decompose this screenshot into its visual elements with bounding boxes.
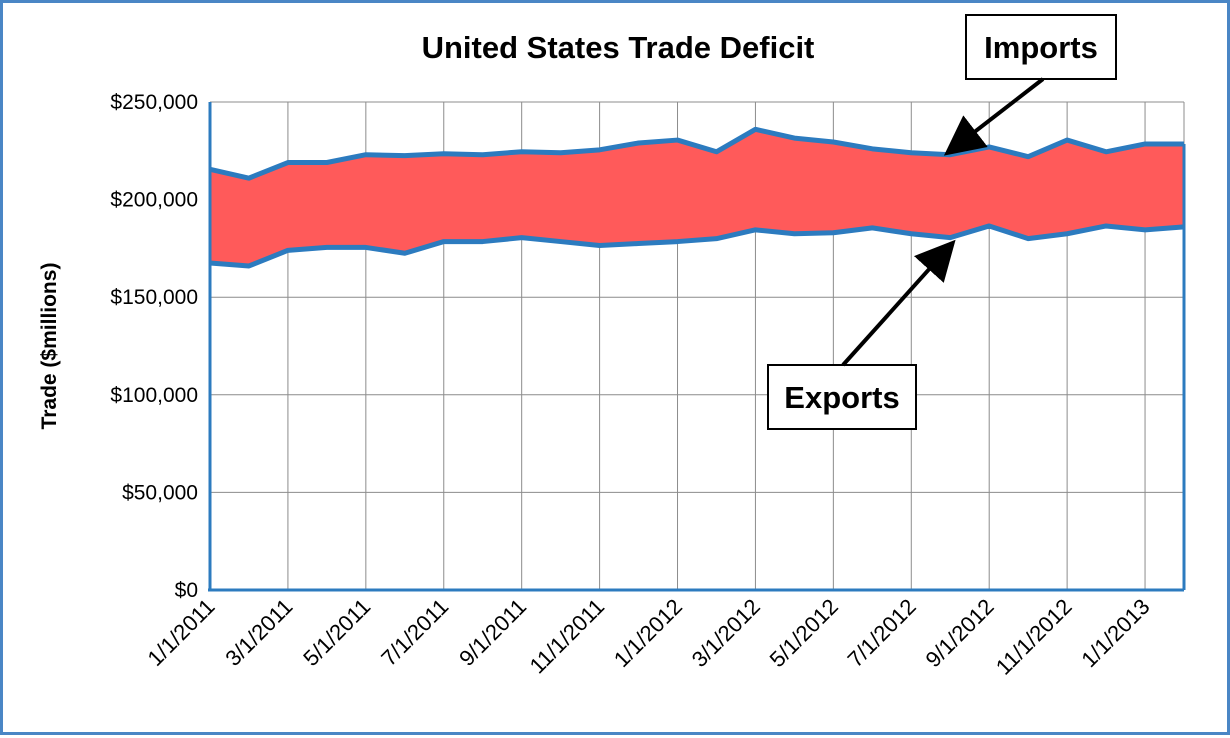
- callout-box-imports: [965, 14, 1117, 80]
- callouts: Imports Exports: [767, 14, 1117, 430]
- y-tick-label: $0: [175, 579, 198, 602]
- series-line-exports: [209, 223, 1185, 269]
- x-tick-label: 1/1/2013: [1076, 594, 1154, 672]
- y-tick-label: $100,000: [110, 384, 198, 407]
- trade-deficit-chart: United States Trade Deficit Trade ($mill…: [38, 14, 1186, 680]
- axes: [208, 102, 1186, 592]
- x-tick-label: 5/1/2011: [298, 594, 375, 671]
- x-tick-label: 5/1/2012: [765, 594, 843, 672]
- x-tick-label: 7/1/2011: [376, 594, 453, 671]
- deficit-area: [210, 129, 1184, 266]
- deficit-fill: [210, 129, 1184, 266]
- y-tick-label: $200,000: [110, 189, 198, 212]
- y-axis-label: Trade ($millions): [38, 263, 61, 430]
- callout-label-imports: Imports: [984, 30, 1098, 65]
- y-tick-label: $50,000: [122, 481, 198, 504]
- y-tick-label: $150,000: [110, 286, 198, 309]
- x-tick-label: 3/1/2011: [220, 594, 297, 671]
- x-tick-labels: 1/1/2011 3/1/2011 5/1/2011 7/1/2011 9/1/2011…: [142, 594, 1154, 680]
- chart-title: United States Trade Deficit: [422, 30, 815, 65]
- series-line-imports: [209, 126, 1184, 181]
- series-lines: [209, 126, 1185, 269]
- x-tick-label: 1/1/2011: [142, 594, 219, 671]
- callout-box-exports: [767, 364, 917, 430]
- y-tick-labels: $0 $50,000 $100,000 $150,000 $200,000 $250,00…: [110, 91, 198, 602]
- x-tick-label: 3/1/2012: [687, 594, 765, 672]
- x-tick-label: 9/1/2011: [454, 594, 531, 671]
- callout-label-exports: Exports: [784, 380, 899, 415]
- callout-arrow-imports: [943, 77, 1045, 156]
- x-tick-label: 7/1/2012: [843, 594, 921, 672]
- x-tick-label: 9/1/2012: [921, 594, 999, 672]
- x-tick-label: 11/1/2011: [525, 594, 610, 679]
- x-tick-label: 11/1/2012: [991, 594, 1077, 680]
- callout-arrow-exports: [841, 239, 956, 367]
- x-tick-label: 1/1/2012: [609, 594, 687, 672]
- y-tick-label: $250,000: [110, 91, 198, 114]
